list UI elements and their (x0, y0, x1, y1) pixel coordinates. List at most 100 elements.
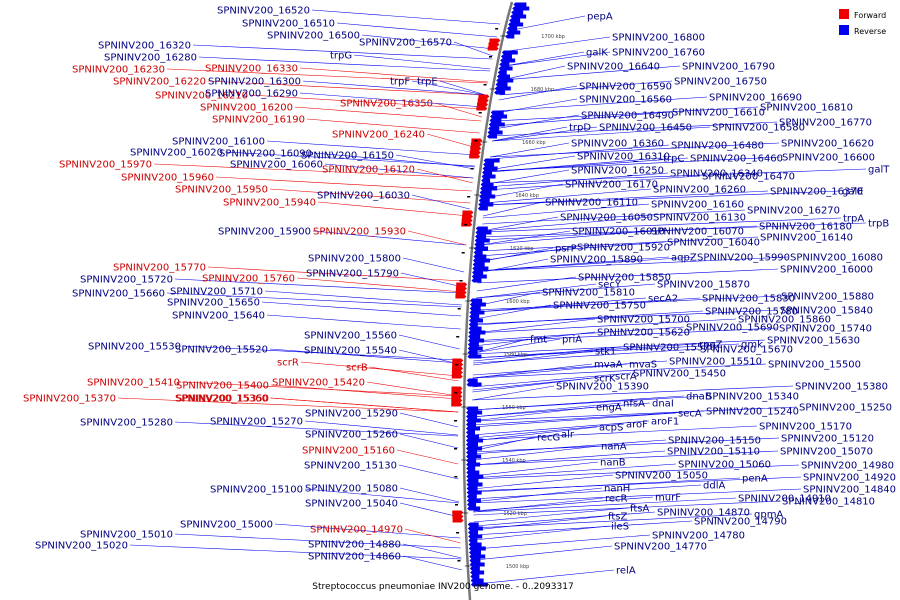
label-connector (472, 450, 779, 466)
reverse-gene-label: SPNINV200_14980 (801, 461, 894, 472)
label-connector (471, 426, 598, 442)
label-connector (477, 268, 779, 284)
label-connector (271, 384, 459, 400)
label-connector (475, 304, 552, 320)
reverse-gene-label: SPNINV200_15340 (706, 392, 799, 403)
reverse-gene-label: SPNINV200_16060 (230, 160, 323, 171)
label-connector (478, 256, 696, 272)
reverse-gene-label: SPNINV200_15010 (80, 530, 173, 541)
reverse-gene-label: SPNINV200_15920 (577, 243, 670, 254)
legend-reverse-swatch (839, 25, 849, 35)
label-connector (475, 297, 647, 313)
reverse-gene-label: SPNINV200_15520 (175, 345, 268, 356)
small-feature-mark (478, 112, 482, 114)
label-connector (307, 118, 480, 134)
reverse-gene-label: psrP (555, 244, 577, 255)
label-connector (472, 395, 705, 411)
reverse-gene-arrow (481, 178, 491, 183)
label-connector (492, 121, 778, 137)
label-connector (434, 102, 482, 118)
reverse-gene-arrow (482, 170, 493, 175)
label-connector (398, 464, 459, 480)
forward-gene-arrow (476, 106, 488, 111)
forward-gene-arrow (451, 394, 463, 399)
label-connector (167, 68, 488, 84)
reverse-gene-label: SPNINV200_16040 (667, 238, 760, 249)
reverse-gene-label: secA (678, 409, 702, 420)
reverse-gene-arrow (468, 542, 482, 547)
reverse-gene-label: trpF (390, 77, 410, 88)
reverse-gene-arrow (468, 334, 481, 339)
label-connector (267, 314, 461, 330)
reverse-gene-arrow (482, 166, 498, 171)
label-connector (199, 56, 490, 72)
reverse-gene-arrow (466, 498, 481, 503)
reverse-gene-arrow (468, 326, 482, 331)
reverse-gene-label: SPNINV200_15110 (667, 447, 760, 458)
label-connector (175, 533, 461, 549)
reverse-gene-label: SPNINV200_16480 (671, 141, 764, 152)
label-connector (472, 464, 800, 480)
reverse-gene-arrow (513, 2, 527, 7)
reverse-gene-label: nanA (601, 442, 627, 453)
reverse-gene-label: SPNINV200_14810 (782, 497, 875, 508)
label-connector (472, 363, 628, 379)
reverse-gene-label: SPNINV200_16250 (571, 166, 664, 177)
label-connector (471, 420, 650, 436)
label-connector (504, 51, 611, 67)
forward-gene-label: SPNINV200_15760 (202, 274, 295, 285)
reverse-gene-label: SPNINV200_16640 (567, 62, 660, 73)
reverse-gene-label: nanH (604, 484, 630, 495)
reverse-gene-label: SPNINV200_16160 (651, 200, 744, 211)
reverse-gene-arrow (469, 310, 485, 315)
reverse-gene-arrow (470, 582, 488, 587)
label-connector (275, 523, 461, 539)
forward-gene-label: scrR (277, 358, 299, 369)
reverse-gene-arrow (469, 566, 480, 571)
reverse-gene-label: fmt (530, 335, 547, 346)
label-connector (402, 555, 463, 571)
label-connector (325, 163, 474, 179)
tick-label: 1580 kbp (503, 352, 527, 358)
label-connector (396, 449, 459, 465)
reverse-gene-arrow (468, 538, 478, 543)
label-connector (399, 433, 459, 449)
reverse-gene-label: SPNINV200_15450 (633, 369, 726, 380)
reverse-gene-arrow (494, 90, 506, 95)
reverse-gene-label: SPNINV200_16290 (205, 89, 298, 100)
reverse-gene-label: SPNINV200_15040 (305, 499, 398, 510)
reverse-gene-arrow (474, 238, 490, 243)
label-connector (361, 34, 495, 50)
reverse-gene-arrow (466, 454, 482, 459)
label-connector (404, 528, 461, 544)
label-connector (472, 463, 677, 479)
small-feature-mark (488, 56, 492, 58)
label-connector (175, 278, 463, 294)
label-connector (496, 98, 578, 114)
label-connector (474, 534, 651, 550)
reverse-gene-label: SPNINV200_15750 (553, 301, 646, 312)
label-connector (471, 425, 758, 441)
label-connector (473, 507, 629, 523)
label-connector (484, 190, 841, 206)
reverse-gene-arrow (467, 502, 477, 507)
reverse-gene-arrow (501, 50, 518, 55)
reverse-gene-arrow (505, 34, 515, 39)
forward-gene-label: SPNINV200_15930 (313, 227, 406, 238)
gene-features (451, 2, 530, 587)
reverse-gene-arrow (465, 438, 483, 443)
forward-gene-arrow (452, 366, 464, 371)
reverse-gene-label: SPNINV200_15150 (668, 436, 761, 447)
reverse-gene-arrow (466, 450, 478, 455)
label-connector (399, 502, 460, 518)
label-connector (295, 106, 482, 122)
reverse-gene-label: nfsA (623, 399, 645, 410)
small-feature-mark (454, 392, 458, 394)
label-connector (472, 385, 555, 401)
forward-gene-arrow (477, 98, 489, 103)
reverse-gene-arrow (474, 242, 485, 247)
reverse-gene-arrow (470, 578, 484, 583)
reverse-gene-label: SPNINV200_16690 (709, 93, 802, 104)
label-connector (412, 80, 486, 96)
reverse-gene-label: SPNINV200_15570 (623, 343, 716, 354)
